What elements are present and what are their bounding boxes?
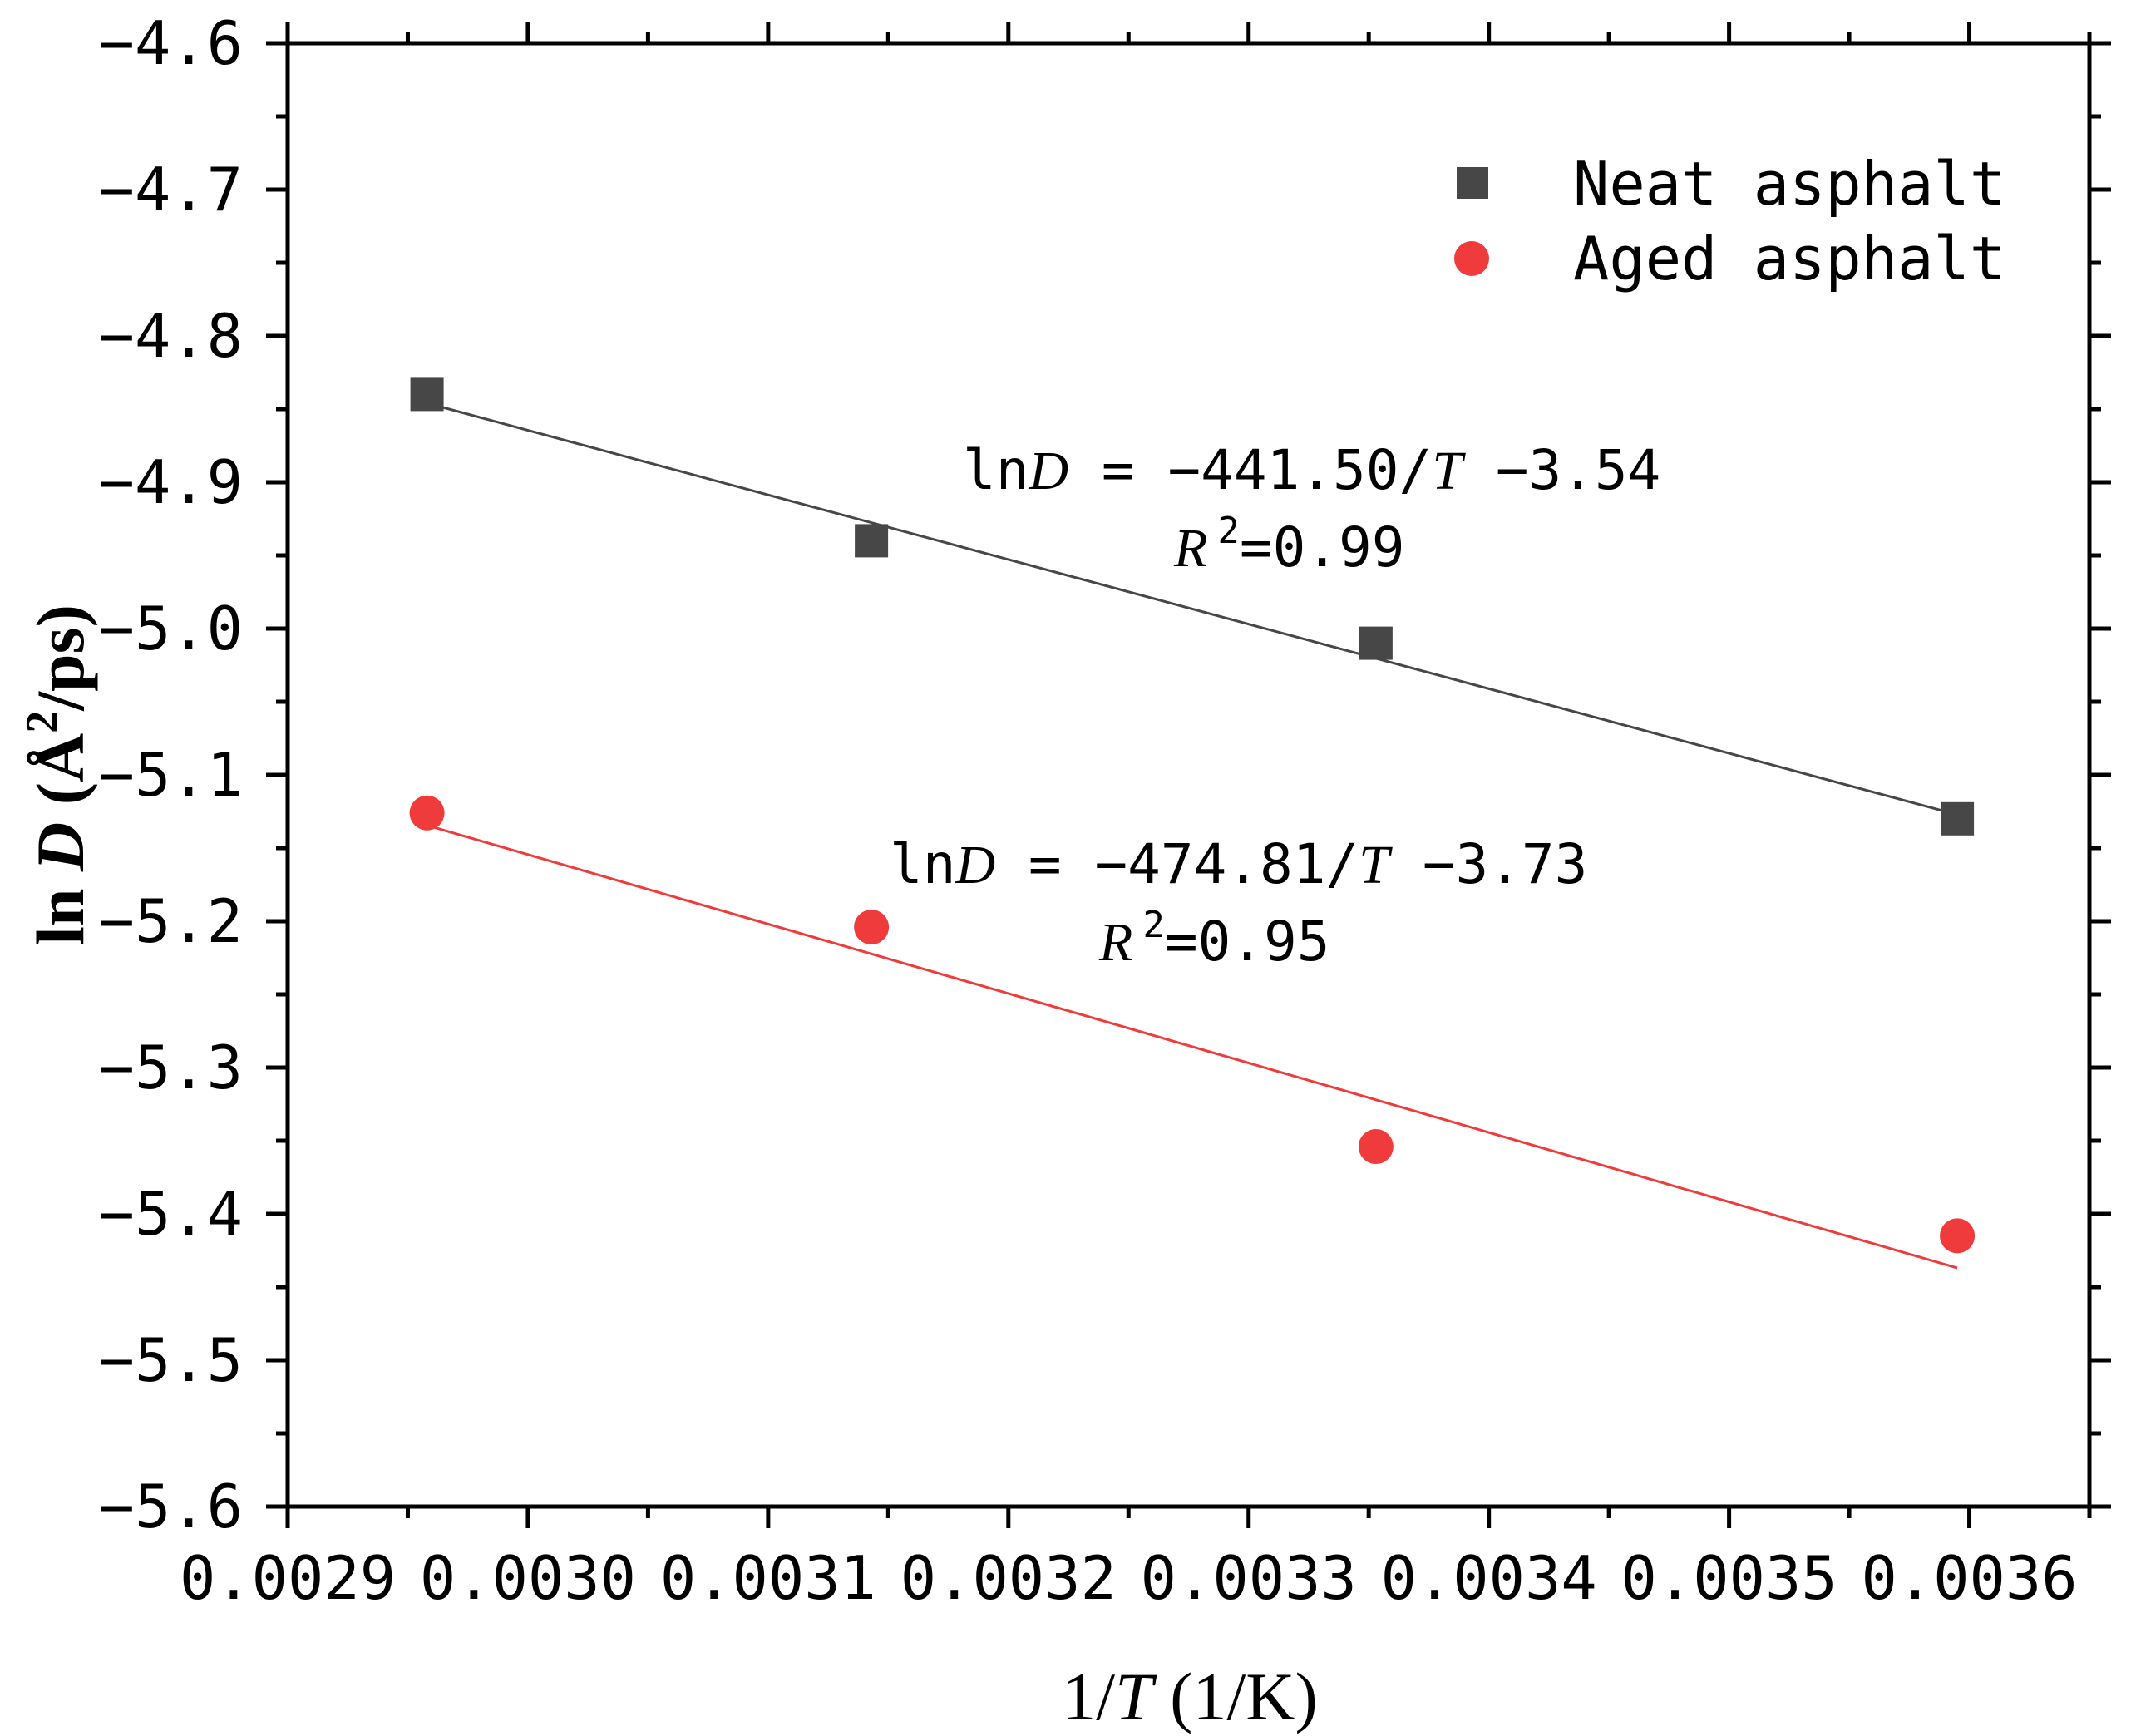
x-tick-label: 0.0035 [1621,1543,1837,1613]
aged-fit-line [427,824,1958,1270]
aged-equation: lnD = −474.81/T −3.73 [890,832,1587,896]
fit-lines [427,402,1958,1270]
aged-point [1940,1218,1976,1254]
data-markers [409,377,1976,1254]
x-tick-label: 0.0033 [1141,1543,1357,1613]
neat-point [855,524,889,558]
x-tick-label: 0.0031 [660,1543,876,1613]
y-tick-label: −4.7 [99,155,243,224]
y-axis-title: ln D (Å2/ps) [17,604,98,945]
y-tick-label: −5.0 [99,594,243,663]
x-tick-label: 0.0036 [1861,1543,2077,1613]
aged-point [1358,1129,1394,1165]
neat-equation: lnD = −441.50/T −3.54 [963,438,1660,502]
x-tick-label: 0.0034 [1381,1543,1597,1613]
y-tick-label: −5.6 [99,1472,243,1541]
y-tick-label: −4.9 [99,447,243,517]
neat-r-squared: R 2=0.99 [1173,510,1405,579]
aged-point [409,795,445,831]
legend-label-aged: Aged asphalt [1573,224,2005,293]
aged-r-squared: R 2=0.95 [1098,904,1330,974]
y-tick-label: −5.2 [99,886,243,956]
y-tick-label: −5.3 [99,1033,243,1102]
y-tick-label: −4.8 [99,301,243,371]
x-tick-label: 0.0032 [900,1543,1117,1613]
y-tick-label: −4.6 [99,8,243,78]
legend-marker-aged [1454,241,1489,276]
aged-point [854,910,890,945]
legend-label-neat: Neat asphalt [1573,149,2005,219]
x-tick-label: 0.0030 [420,1543,636,1613]
neat-fit-line [427,402,1958,816]
legend-marker-neat [1457,167,1488,199]
y-tick-label: −5.1 [99,740,243,810]
y-tick-label: −5.4 [99,1179,243,1249]
x-axis-title: 1/T (1/K) [1062,1659,1318,1734]
neat-point [1359,626,1393,660]
x-tick-label: 0.0029 [180,1543,396,1613]
neat-point [410,377,444,412]
neat-point [1941,801,1975,836]
axis-ticks: 0.0029 0.0030 0.0031 0.0032 0.0033 0.0034 0.00… [99,8,2111,1613]
legend: Neat asphalt Aged asphalt [1454,149,2005,293]
y-tick-label: −5.5 [99,1325,243,1395]
